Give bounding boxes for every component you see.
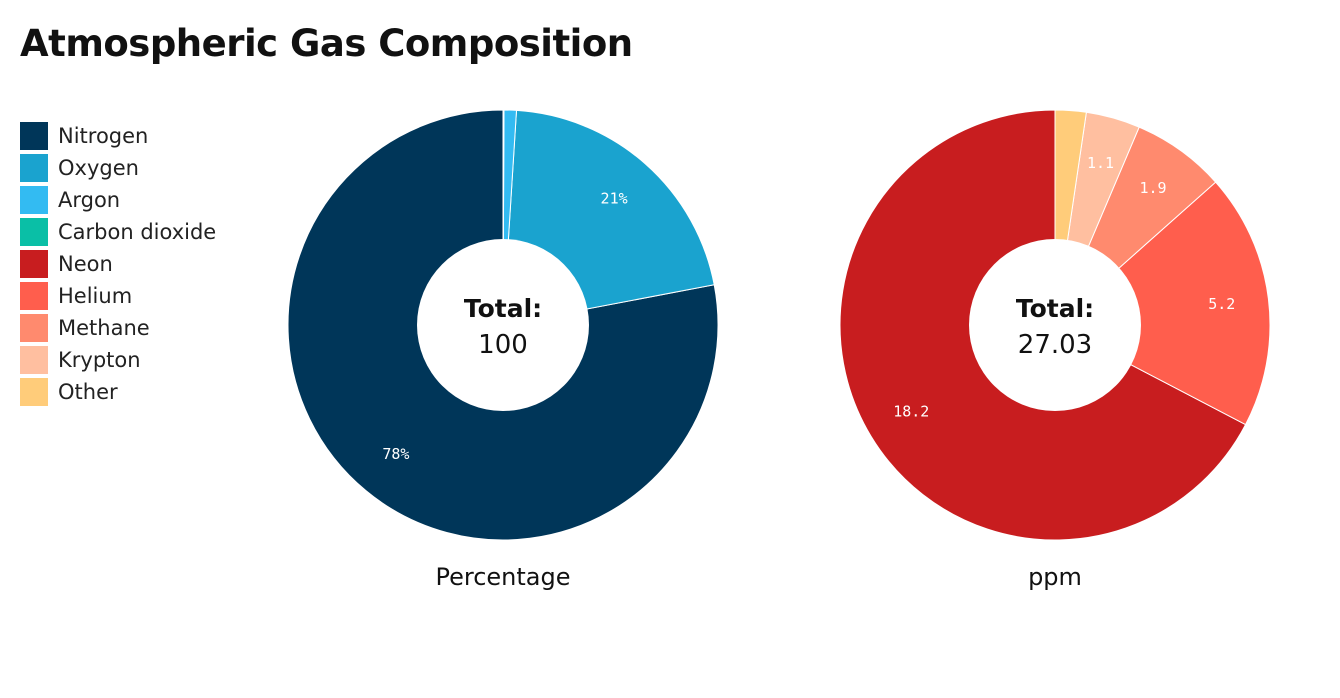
legend-item-krypton[interactable]: Krypton	[20, 344, 216, 376]
legend-item-nitrogen[interactable]: Nitrogen	[20, 120, 216, 152]
center-total-label: Total:	[464, 294, 542, 323]
chart-caption: Percentage	[435, 563, 570, 591]
legend-swatch	[20, 282, 48, 310]
slice-label-methane: 1.9	[1139, 179, 1166, 197]
slice-label-neon: 18.2	[893, 403, 929, 421]
slice-label-nitrogen: 78%	[382, 445, 409, 463]
donut-chart-ppm: 18.2 5.2 1.9 1.1 Total: 27.03 ppm	[839, 109, 1271, 591]
legend-label: Helium	[58, 284, 133, 308]
legend-label: Carbon dioxide	[58, 220, 217, 244]
legend-swatch	[20, 122, 48, 150]
legend-swatch	[20, 218, 48, 246]
legend-swatch	[20, 250, 48, 278]
legend-label: Argon	[58, 188, 121, 212]
legend-swatch	[20, 154, 48, 182]
legend-item-argon[interactable]: Argon	[20, 184, 216, 216]
legend-label: Neon	[58, 252, 113, 276]
legend-swatch	[20, 346, 48, 374]
legend-item-helium[interactable]: Helium	[20, 280, 216, 312]
legend-label: Other	[58, 380, 118, 404]
legend-item-neon[interactable]: Neon	[20, 248, 216, 280]
legend-label: Methane	[58, 316, 150, 340]
legend: Nitrogen Oxygen Argon Carbon dioxide Neon Hel…	[20, 120, 216, 408]
legend-label: Oxygen	[58, 156, 139, 180]
slice-label-krypton: 1.1	[1087, 154, 1114, 172]
center-total-label: Total:	[1016, 294, 1094, 323]
legend-item-oxygen[interactable]: Oxygen	[20, 152, 216, 184]
slice-carbon-dioxide[interactable]	[502, 109, 505, 326]
legend-item-methane[interactable]: Methane	[20, 312, 216, 344]
legend-label: Krypton	[58, 348, 141, 372]
chart-caption: ppm	[1028, 563, 1082, 591]
legend-label: Nitrogen	[58, 124, 149, 148]
chart-title: Atmospheric Gas Composition	[20, 22, 633, 65]
legend-swatch	[20, 186, 48, 214]
legend-swatch	[20, 378, 48, 406]
legend-swatch	[20, 314, 48, 342]
legend-item-other[interactable]: Other	[20, 376, 216, 408]
center-total-value: 27.03	[1018, 330, 1092, 360]
slice-helium[interactable]	[1054, 181, 1271, 426]
center-total-value: 100	[478, 330, 528, 360]
legend-item-carbon-dioxide[interactable]: Carbon dioxide	[20, 216, 216, 248]
donut-chart-percentage: 78% 21% Total: 100 Percentage	[287, 109, 719, 591]
donut-hole	[417, 239, 589, 411]
slice-label-helium: 5.2	[1208, 295, 1235, 313]
donut-hole	[969, 239, 1141, 411]
slice-label-oxygen: 21%	[601, 189, 628, 207]
